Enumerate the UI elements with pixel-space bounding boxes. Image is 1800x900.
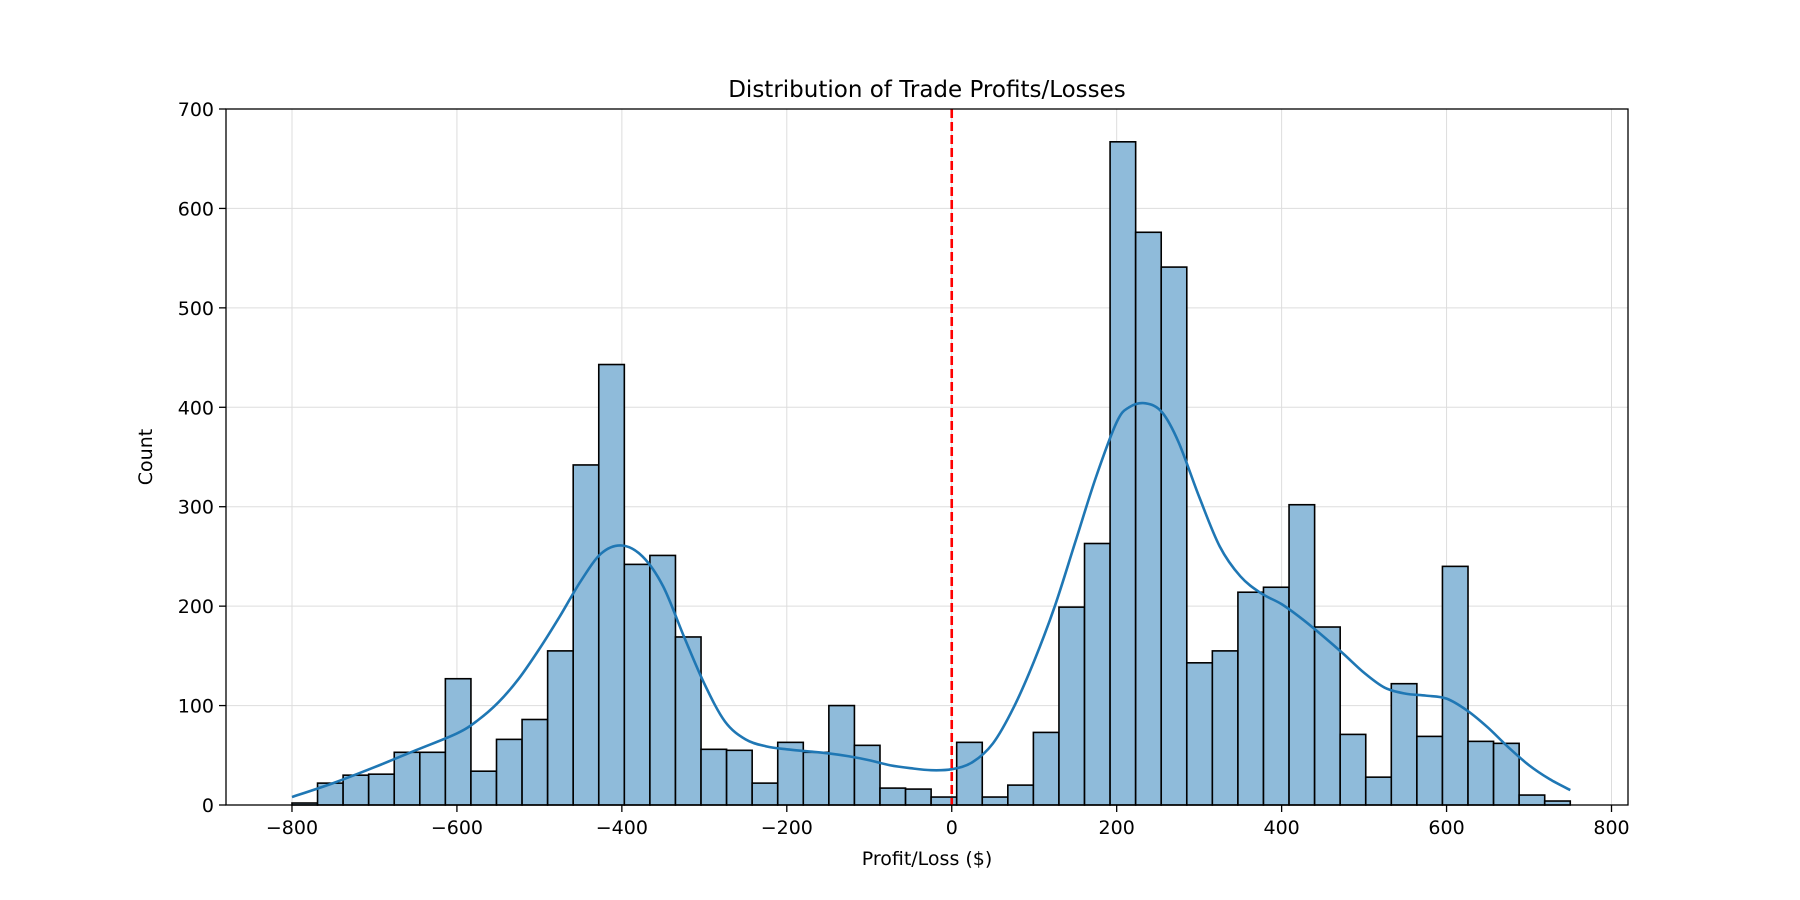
histogram-bar-48 xyxy=(1518,794,1546,806)
histogram-bar-40 xyxy=(1313,626,1341,806)
x-axis-label: Profit/Loss ($) xyxy=(862,848,993,870)
histogram-bar-36 xyxy=(1211,650,1239,806)
y-axis-label: Count xyxy=(135,429,157,485)
chart-title: Distribution of Trade Profits/Losses xyxy=(728,77,1126,103)
histogram-bar-6 xyxy=(444,677,472,806)
histogram-bar-15 xyxy=(674,636,702,806)
y-tick-label-3: 300 xyxy=(178,497,214,519)
histogram-bar-42 xyxy=(1364,776,1393,806)
y-axis-ticks: 0 100 200 300 400 500 600 700 xyxy=(178,99,226,817)
histogram-bar-8 xyxy=(495,738,523,806)
histogram-bar-44 xyxy=(1416,735,1444,806)
histogram-bar-46 xyxy=(1467,740,1495,806)
histogram-bar-38 xyxy=(1262,586,1290,806)
histogram-bar-12 xyxy=(597,363,626,806)
histogram-bars xyxy=(291,141,1572,806)
histogram-bar-11 xyxy=(572,464,600,806)
histogram-bar-45 xyxy=(1441,565,1469,806)
histogram-bar-24 xyxy=(904,788,932,806)
kde-curve xyxy=(291,401,1571,799)
histogram-bar-28 xyxy=(1007,784,1035,806)
histogram-bar-23 xyxy=(879,787,907,806)
histogram-bar-9 xyxy=(521,718,549,806)
histogram-bar-7 xyxy=(470,770,498,806)
x-tick-label-7: 600 xyxy=(1428,817,1464,839)
histogram-bar-26 xyxy=(955,741,984,806)
x-tick-label-0: −800 xyxy=(266,817,318,839)
y-tick-label-7: 700 xyxy=(178,99,214,121)
y-tick-label-4: 400 xyxy=(178,397,214,419)
histogram-bar-41 xyxy=(1339,733,1367,806)
x-tick-label-1: −600 xyxy=(431,817,483,839)
x-axis-ticks: −800 −600 −400 −200 0 200 400 600 800 xyxy=(266,805,1630,839)
x-tick-label-2: −400 xyxy=(596,817,648,839)
histogram-bar-31 xyxy=(1083,542,1111,806)
x-tick-label-5: 200 xyxy=(1099,817,1135,839)
histogram-bar-3 xyxy=(367,773,396,806)
histogram-bar-39 xyxy=(1288,503,1316,806)
histogram-bar-29 xyxy=(1032,731,1060,806)
histogram-bar-35 xyxy=(1185,662,1214,806)
histogram-bar-16 xyxy=(700,748,728,806)
histogram-bar-43 xyxy=(1390,682,1418,806)
histogram-bar-17 xyxy=(725,749,753,806)
y-tick-label-2: 200 xyxy=(178,596,214,618)
histogram-bar-33 xyxy=(1134,231,1163,806)
plot-frame xyxy=(225,108,1629,806)
x-tick-label-8: 800 xyxy=(1593,817,1629,839)
histogram-bar-22 xyxy=(853,744,881,806)
histogram-bar-10 xyxy=(546,650,575,806)
x-tick-label-6: 400 xyxy=(1263,817,1299,839)
histogram-bar-14 xyxy=(649,554,677,806)
histogram-bar-34 xyxy=(1160,266,1188,806)
histogram-bar-18 xyxy=(751,782,779,806)
histogram-bar-2 xyxy=(342,774,370,806)
y-tick-label-6: 600 xyxy=(178,198,214,220)
histogram-bar-30 xyxy=(1058,606,1086,806)
y-tick-label-0: 0 xyxy=(202,795,214,817)
y-tick-label-5: 500 xyxy=(178,298,214,320)
x-tick-label-4: 0 xyxy=(946,817,958,839)
histogram-bar-37 xyxy=(1237,591,1265,806)
y-tick-label-1: 100 xyxy=(178,696,214,718)
histogram-bar-5 xyxy=(419,751,447,806)
histogram-bar-13 xyxy=(623,563,651,806)
histogram-bar-27 xyxy=(981,796,1009,806)
x-tick-label-3: −200 xyxy=(761,817,813,839)
histogram-bar-4 xyxy=(393,751,421,806)
histogram-bar-20 xyxy=(802,751,830,806)
histogram-bar-32 xyxy=(1109,141,1137,806)
grid-lines xyxy=(226,108,1628,806)
